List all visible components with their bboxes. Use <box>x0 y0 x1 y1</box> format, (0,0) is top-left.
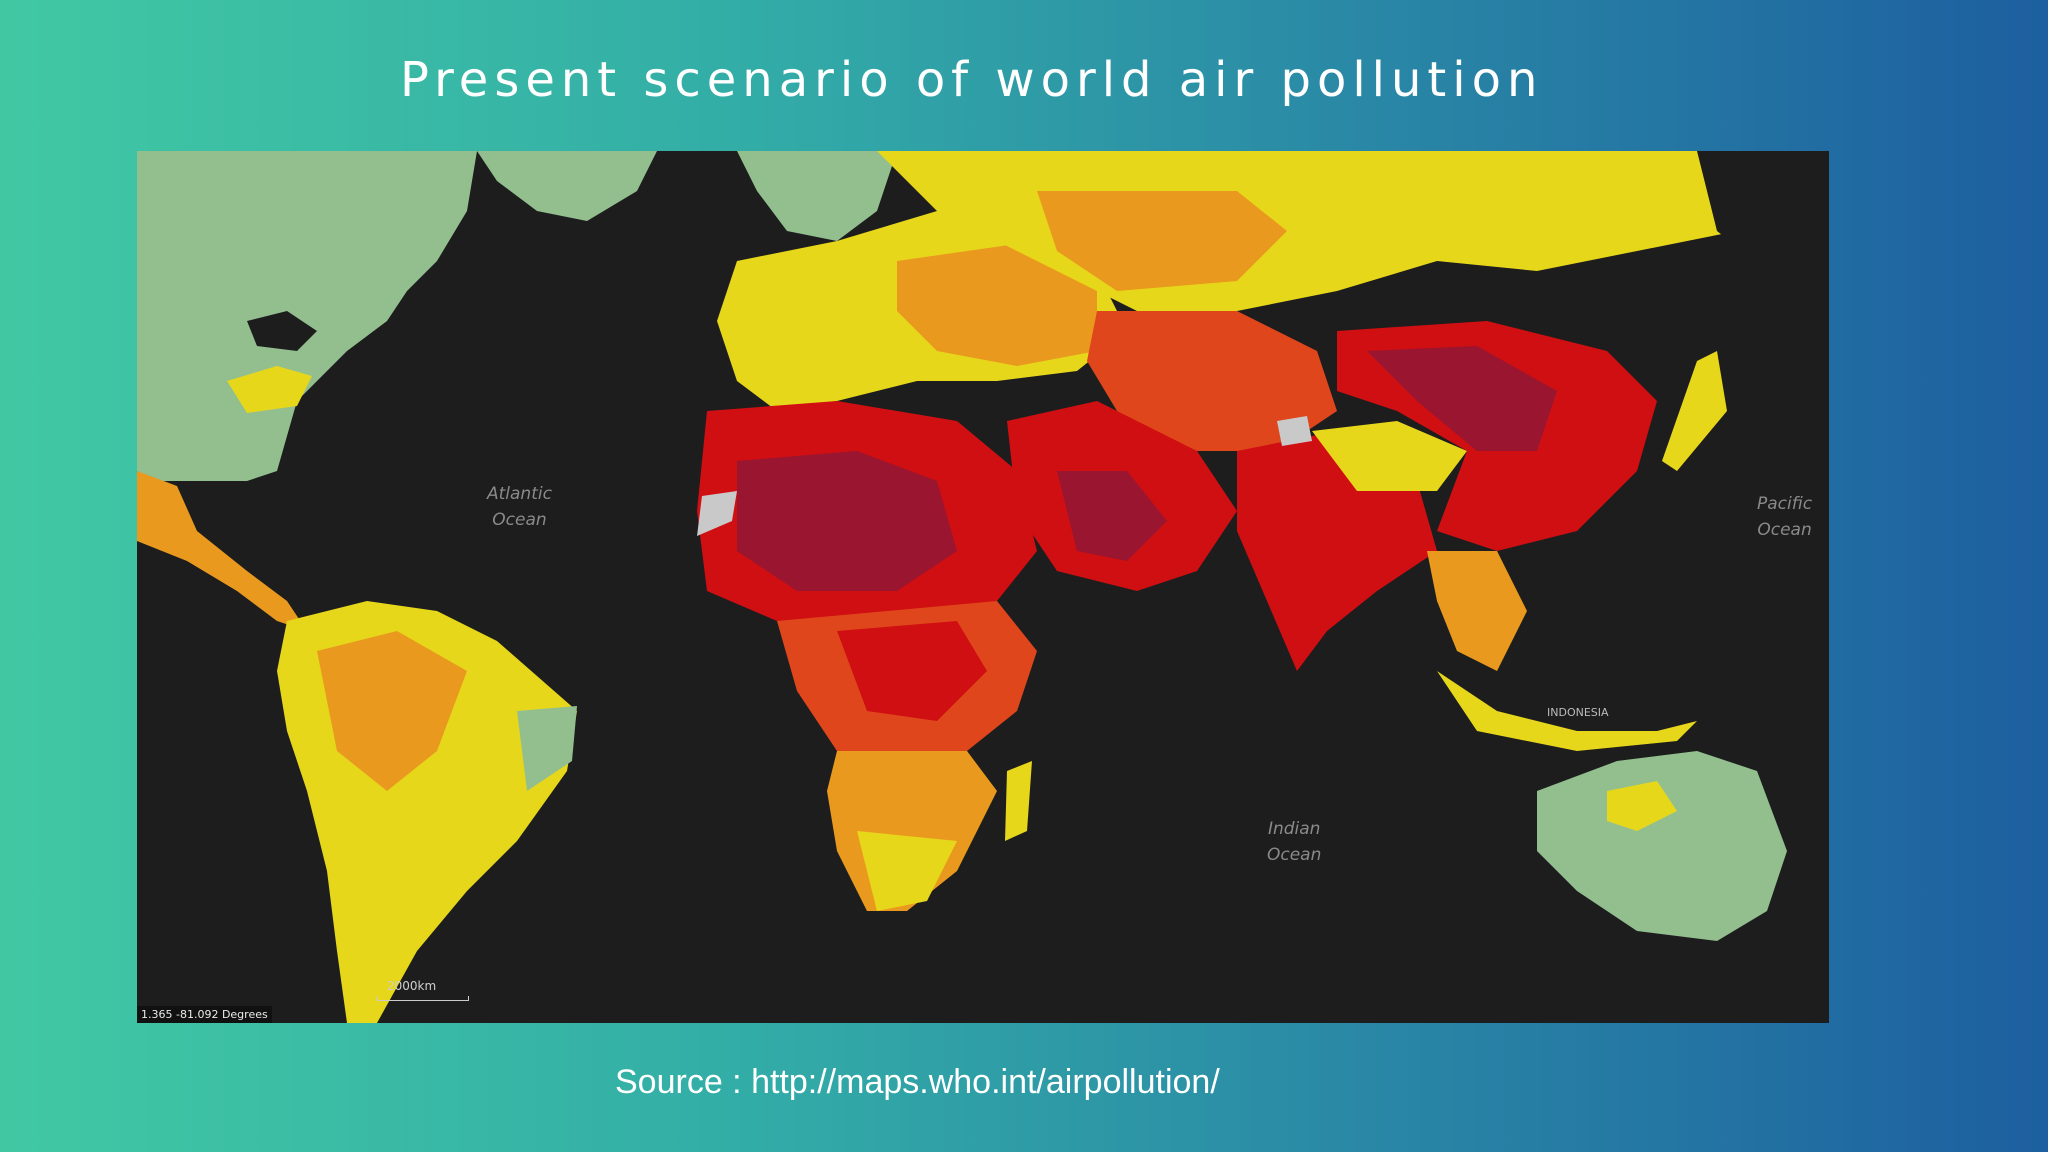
central-africa-core <box>837 621 987 721</box>
western-sahara-nodata <box>697 491 737 536</box>
greenland <box>477 151 657 221</box>
himalaya-nodata <box>1277 416 1312 446</box>
us-east-haze <box>227 366 312 413</box>
indonesia-label: INDONESIA <box>1547 706 1609 719</box>
northeast-asia-black <box>1697 151 1829 291</box>
sahara-core <box>737 451 957 591</box>
central-asia <box>1087 311 1337 451</box>
north-america <box>137 151 477 481</box>
pacific-ocean-label: Pacific Ocean <box>1757 494 1813 540</box>
south-america-inner <box>317 631 467 791</box>
scale-bar <box>377 996 469 1001</box>
indonesia <box>1437 671 1697 751</box>
australia <box>1537 751 1787 941</box>
source-citation: Source : http://maps.who.int/airpollutio… <box>615 1063 1220 1101</box>
southern-africa-yellow <box>857 831 957 911</box>
atlantic-ocean-label: Atlantic Ocean <box>487 484 552 530</box>
brazil-east <box>517 706 577 791</box>
central-america <box>137 471 307 631</box>
scale-bar-label: 2000km <box>387 979 437 993</box>
arabia-core <box>1057 471 1167 561</box>
eastern-europe <box>897 241 1097 366</box>
russia-orange <box>1037 191 1287 291</box>
great-lakes <box>247 311 317 351</box>
coordinate-readout: 1.365 -81.092 Degrees <box>137 1006 272 1023</box>
scandinavia <box>737 151 897 241</box>
tibet <box>1312 421 1467 491</box>
world-pollution-map[interactable]: Atlantic Ocean Pacific Ocean Indian Ocea… <box>137 151 1829 1023</box>
madagascar <box>1005 761 1032 841</box>
japan <box>1662 351 1727 471</box>
china-core <box>1367 346 1557 451</box>
slide-title: Present scenario of world air pollution <box>400 52 1544 108</box>
southeast-asia <box>1427 551 1527 671</box>
map-canvas <box>137 151 1829 1023</box>
indian-ocean-label: Indian Ocean <box>1267 819 1322 865</box>
australia-interior <box>1607 781 1677 831</box>
